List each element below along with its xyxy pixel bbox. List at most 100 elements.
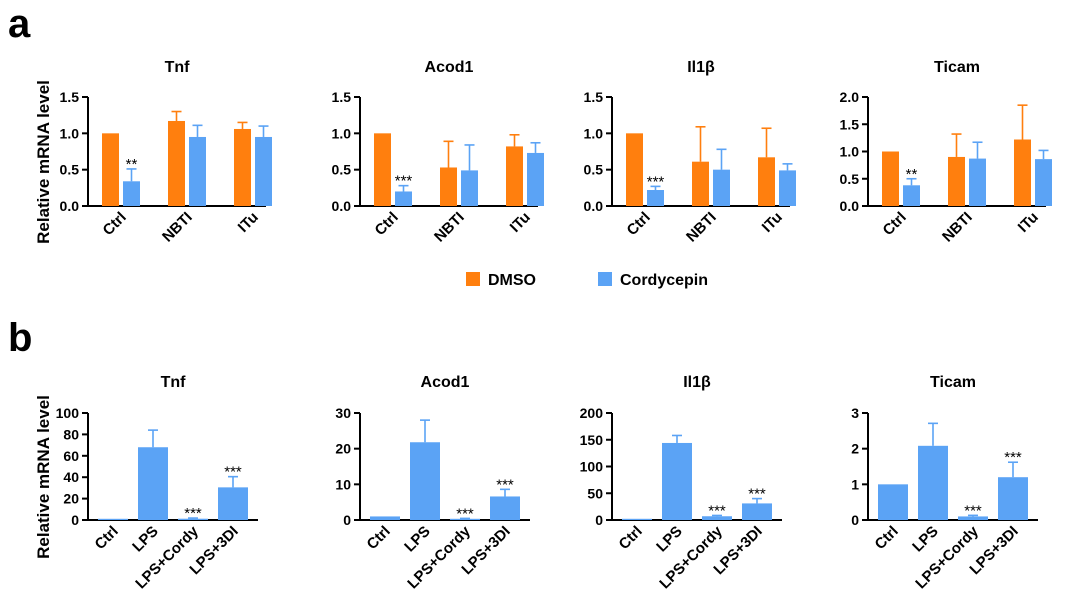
y-tick-label: 50	[587, 485, 603, 501]
bar	[742, 503, 772, 520]
bar	[450, 518, 480, 520]
significance-label: **	[126, 156, 138, 173]
bar	[490, 496, 520, 520]
bar	[969, 158, 986, 206]
x-tick-label: LPS	[129, 523, 162, 556]
bar	[189, 136, 206, 206]
y-tick-label: 0.5	[60, 162, 80, 178]
x-tick-label: Ctrl	[372, 209, 402, 239]
y-tick-label: 0.0	[584, 198, 604, 214]
x-tick-label: Ctrl	[616, 523, 646, 553]
bar	[998, 477, 1028, 520]
x-tick-label: ITu	[235, 209, 262, 236]
x-tick-label: LPS	[653, 523, 686, 556]
y-tick-label: 80	[63, 426, 79, 442]
y-tick-label: 0.5	[584, 162, 604, 178]
bar	[506, 146, 523, 206]
chart-title: Il1β	[683, 374, 711, 391]
panel-b-ylabel: Relative mRNA level	[34, 395, 53, 559]
bar	[1035, 159, 1052, 206]
bar	[1014, 139, 1031, 206]
chart-title: Acod1	[421, 374, 470, 391]
significance-label: ***	[456, 505, 474, 522]
bar	[622, 518, 652, 520]
chart-title: Tnf	[165, 59, 191, 76]
significance-label: **	[906, 166, 918, 183]
bar	[374, 133, 391, 206]
bar	[692, 161, 709, 206]
x-tick-label: ITu	[507, 209, 534, 236]
x-tick-label: ITu	[1015, 209, 1042, 236]
y-tick-label: 1.5	[840, 116, 860, 132]
bar	[758, 157, 775, 206]
x-tick-label: NBTI	[431, 209, 468, 246]
y-tick-label: 0.0	[332, 198, 352, 214]
significance-label: ***	[964, 502, 982, 519]
bar	[98, 518, 128, 520]
y-tick-label: 20	[335, 441, 351, 457]
bar	[395, 191, 412, 206]
x-tick-label: Ctrl	[364, 523, 394, 553]
x-tick-label: ITu	[759, 209, 786, 236]
chart-a-0: Tnf 0.0 0.5 1.0 1.5 ** Ctrl NBTI ITu	[60, 59, 272, 246]
bar	[123, 181, 140, 206]
bar	[918, 445, 948, 520]
charts-container: Tnf 0.0 0.5 1.0 1.5 ** Ctrl NBTI ITu Acod1 0.0 0.5 1…	[56, 59, 1052, 592]
panel-a-letter: a	[8, 2, 31, 46]
y-tick-label: 40	[63, 469, 79, 485]
y-tick-label: 0	[71, 512, 79, 528]
bar	[178, 518, 208, 520]
bar	[903, 185, 920, 206]
y-tick-label: 1.0	[840, 144, 860, 160]
significance-label: ***	[395, 173, 413, 190]
chart-title: Tnf	[161, 374, 187, 391]
y-tick-label: 60	[63, 448, 79, 464]
legend: DMSO Cordycepin	[466, 272, 708, 289]
y-tick-label: 10	[335, 476, 351, 492]
bar	[138, 447, 168, 520]
bar	[626, 133, 643, 206]
y-tick-label: 30	[335, 405, 351, 421]
bar	[461, 170, 478, 206]
bar	[234, 128, 251, 206]
chart-title: Ticam	[934, 59, 980, 76]
bar	[527, 152, 544, 206]
chart-title: Acod1	[425, 59, 474, 76]
y-tick-label: 150	[580, 432, 604, 448]
y-tick-label: 100	[580, 459, 604, 475]
y-tick-label: 1.5	[60, 89, 80, 105]
y-tick-label: 1.0	[584, 125, 604, 141]
y-tick-label: 0.0	[840, 198, 860, 214]
y-tick-label: 0	[595, 512, 603, 528]
y-tick-label: 100	[56, 405, 80, 421]
significance-label: ***	[1004, 449, 1022, 466]
y-tick-label: 20	[63, 491, 79, 507]
bar	[713, 169, 730, 206]
y-tick-label: 200	[580, 405, 604, 421]
x-tick-label: Ctrl	[92, 523, 122, 553]
bar	[647, 190, 664, 206]
chart-a-3: Ticam 0.0 0.5 1.0 1.5 2.0 ** Ctrl NBTI ITu	[840, 59, 1052, 246]
y-tick-label: 1.0	[60, 125, 80, 141]
y-tick-label: 1.5	[332, 89, 352, 105]
bar	[878, 484, 908, 520]
y-tick-label: 1	[851, 476, 859, 492]
chart-a-1: Acod1 0.0 0.5 1.0 1.5 *** Ctrl NBTI ITu	[332, 59, 544, 246]
bar	[102, 133, 119, 206]
bar	[779, 170, 796, 206]
y-tick-label: 0.5	[332, 162, 352, 178]
x-tick-label: Ctrl	[880, 209, 910, 239]
y-tick-label: 0.0	[60, 198, 80, 214]
bar	[168, 120, 185, 206]
significance-label: ***	[496, 476, 514, 493]
significance-label: ***	[708, 502, 726, 519]
x-tick-label: NBTI	[939, 209, 976, 246]
chart-title: Ticam	[930, 374, 976, 391]
y-tick-label: 3	[851, 405, 859, 421]
bar	[255, 136, 272, 206]
y-tick-label: 1.0	[332, 125, 352, 141]
